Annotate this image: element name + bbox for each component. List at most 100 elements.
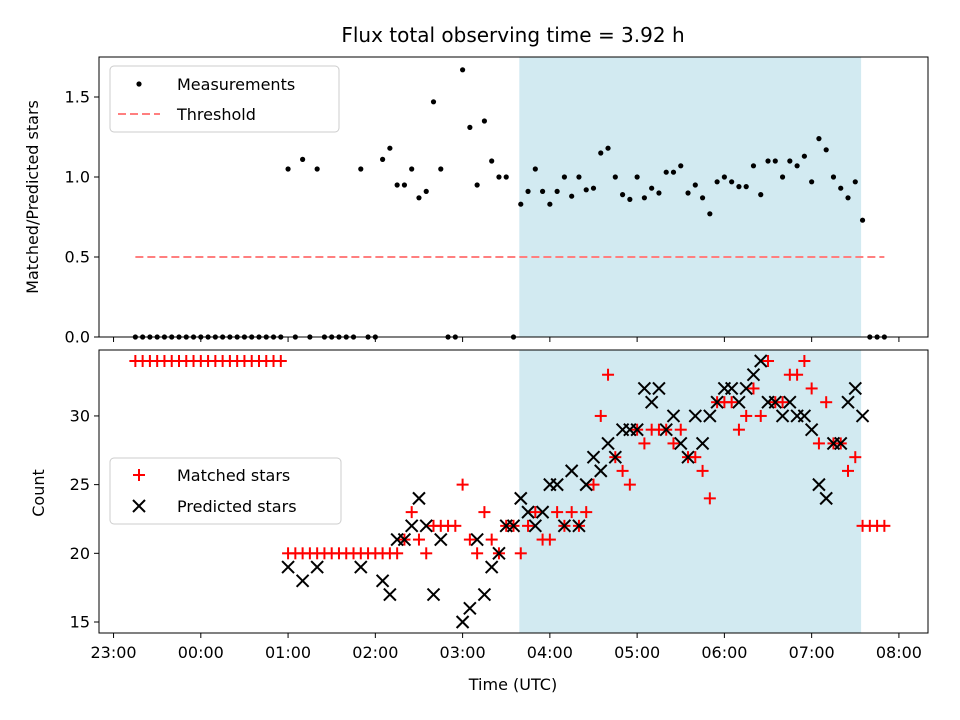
measurement-point	[300, 156, 306, 162]
predicted-star-point	[528, 519, 543, 533]
matched-star-point	[471, 547, 484, 560]
predicted-star-point	[797, 409, 812, 423]
matched-star-point	[725, 396, 738, 409]
measurement-point	[503, 174, 509, 180]
predicted-star-point	[666, 409, 681, 423]
measurement-point	[423, 188, 429, 194]
matched-star-point	[740, 409, 753, 422]
predicted-star-point	[630, 422, 644, 437]
measurement-point	[627, 196, 633, 202]
predicted-star-point	[688, 409, 703, 423]
predicted-star-point	[732, 395, 746, 409]
predicted-star-point	[739, 381, 753, 396]
matched-star-point	[485, 533, 498, 546]
predicted-star-point	[848, 381, 862, 396]
y-tick-label: 0.0	[65, 328, 90, 347]
x-tick-label: 05:00	[614, 643, 660, 662]
measurement-point	[714, 179, 720, 185]
predicted-star-point	[535, 505, 550, 519]
matched-star-point	[420, 547, 433, 560]
measurement-point	[830, 174, 837, 180]
predicted-star-point	[484, 560, 499, 574]
y-tick-label: 0.5	[65, 248, 90, 267]
predicted-star-point	[572, 519, 586, 533]
predicted-star-point	[783, 395, 797, 409]
matched-star-point	[696, 464, 709, 477]
predicted-star-point	[710, 395, 724, 409]
predicted-star-point	[775, 409, 790, 423]
measurement-point	[314, 166, 320, 172]
matched-star-point	[551, 506, 564, 519]
predicted-star-point	[557, 519, 572, 533]
predicted-star-point	[550, 477, 564, 492]
measurement-point	[692, 182, 698, 188]
matched-star-point	[791, 368, 804, 381]
predicted-star-point	[601, 436, 615, 451]
legend-marker-matched	[133, 469, 145, 481]
predicted-star-point	[434, 532, 448, 547]
matched-star-point	[776, 396, 789, 409]
legend-label-measurements: Measurements	[177, 75, 295, 94]
measurement-point	[576, 174, 582, 180]
measurement-point	[380, 156, 386, 162]
measurement-point	[467, 124, 473, 130]
predicted-star-point	[841, 395, 855, 409]
measurement-point	[656, 190, 662, 196]
measurement-point	[474, 182, 480, 188]
matched-star-point	[754, 409, 767, 422]
predicted-star-point	[412, 491, 426, 506]
matched-star-point	[456, 478, 469, 491]
bottom-observing-window-shade	[519, 350, 862, 633]
matched-star-point	[798, 354, 811, 367]
measurement-point	[779, 174, 786, 180]
measurement-point	[619, 192, 626, 198]
matched-star-point	[674, 423, 687, 436]
x-tick-label: 08:00	[876, 643, 922, 662]
legend-marker-measurements	[136, 81, 142, 87]
predicted-star-point	[834, 436, 848, 451]
measurement-point	[569, 193, 575, 199]
predicted-star-point	[681, 450, 695, 464]
legend-label-threshold: Threshold	[176, 105, 256, 124]
measurement-point	[554, 188, 560, 194]
matched-star-point	[478, 506, 491, 519]
predicted-star-point	[521, 505, 535, 519]
predicted-star-point	[419, 519, 433, 533]
predicted-star-point	[652, 381, 666, 396]
matched-star-point	[842, 464, 855, 477]
measurement-point	[729, 179, 735, 185]
x-tick-label: 03:00	[440, 643, 486, 662]
matched-star-point	[732, 423, 745, 436]
predicted-star-point	[659, 422, 673, 437]
measurement-point	[409, 166, 415, 172]
matched-star-point	[689, 451, 702, 464]
bottom-axes-ticks: 15 20 25 30 23:00 00:00 01:00 02:00 03:00 04:00 05…	[70, 406, 922, 662]
measurement-point	[285, 166, 291, 172]
measurement-point	[539, 188, 546, 194]
measurement-point	[750, 163, 757, 169]
predicted-star-point	[637, 381, 652, 396]
predicted-star-point	[506, 519, 521, 533]
measurement-point	[561, 174, 568, 180]
predicted-star-point	[281, 560, 295, 574]
predicted-star-point	[470, 532, 484, 547]
measurement-point	[670, 169, 677, 175]
measurement-point	[532, 166, 538, 172]
measurement-point	[838, 185, 844, 191]
bottom-axes-frame	[98, 349, 929, 634]
predicted-star-point	[477, 587, 492, 602]
legend-marker-predicted	[132, 499, 146, 513]
predicted-star-point	[746, 368, 761, 382]
matched-star-point	[274, 354, 287, 367]
predicted-star-point	[295, 574, 310, 588]
measurement-point	[809, 179, 815, 185]
measurement-point	[459, 67, 466, 73]
matched-star-point	[638, 437, 651, 450]
matched-star-point	[849, 451, 862, 464]
top-legend: Measurements Threshold	[109, 65, 340, 133]
measurement-point	[547, 201, 553, 207]
measurement-point	[736, 184, 742, 190]
matched-star-point	[405, 506, 418, 519]
matched-star-point	[667, 437, 680, 450]
